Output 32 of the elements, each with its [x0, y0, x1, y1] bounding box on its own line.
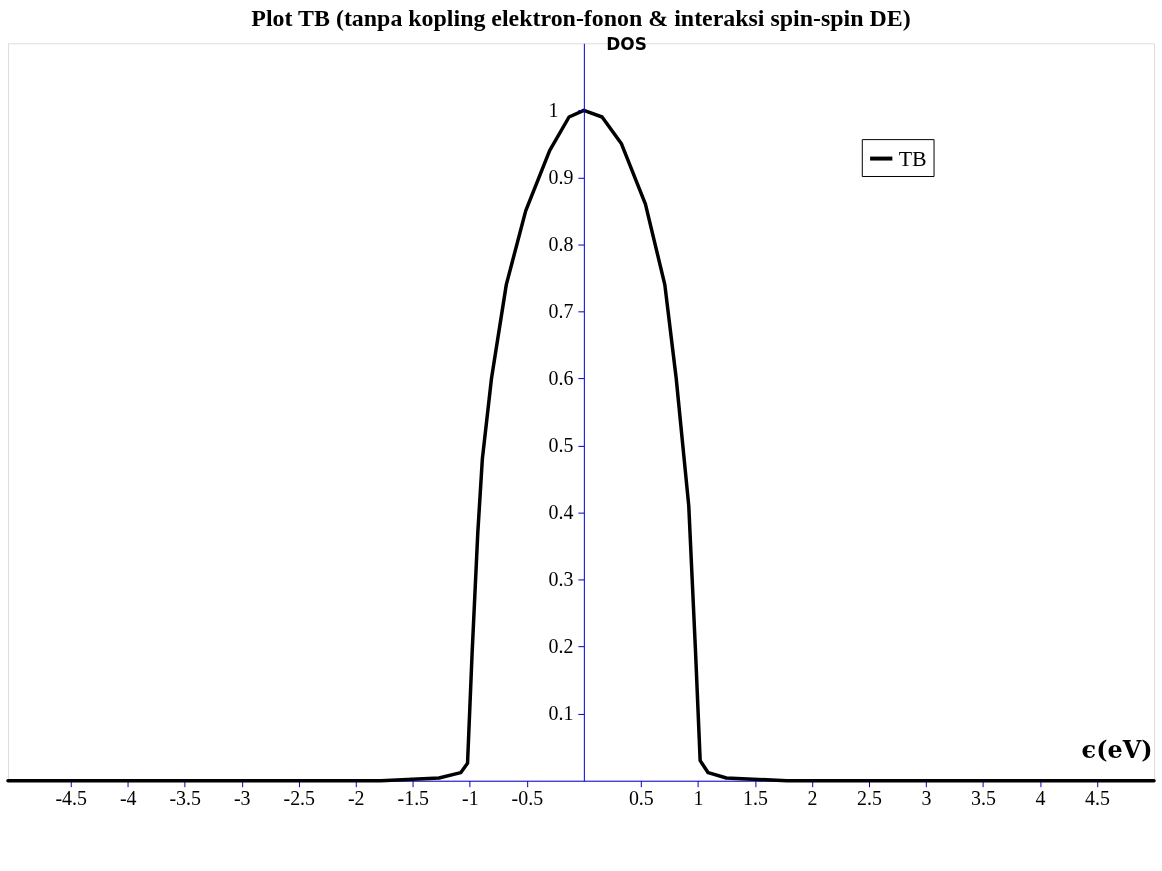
x-tick-label: 3: [921, 787, 932, 810]
y-tick-label: 0.2: [548, 635, 574, 658]
x-tick-label: 0.5: [628, 787, 654, 810]
y-tick-label: 0.5: [548, 433, 574, 456]
y-tick-label: 0.1: [548, 702, 574, 725]
x-tick-label: -3: [233, 787, 251, 810]
x-tick-label: -2: [347, 787, 365, 810]
x-tick-label: -3.5: [169, 787, 202, 810]
x-tick-label: 4.5: [1085, 787, 1110, 810]
x-tick-label: -1.5: [397, 787, 430, 810]
y-tick-label: 0.3: [548, 568, 574, 591]
x-axis-title: ϵ(eV): [1081, 736, 1153, 765]
chart-title: Plot TB (tanpa kopling elektron-fonon & interaksi spin-spin DE): [251, 5, 911, 32]
x-tick-label: 2.5: [856, 787, 882, 810]
x-tick-label: 1.5: [742, 787, 768, 810]
y-tick-label: 0.9: [548, 165, 574, 188]
x-tick-label: -4.5: [55, 787, 87, 810]
x-tick-label: 2: [807, 787, 818, 810]
y-tick-label: 0.8: [548, 232, 574, 255]
x-tick-label: -2.5: [283, 787, 316, 810]
legend-label: TB: [898, 145, 927, 171]
y-axis-title: DOS: [606, 33, 647, 54]
x-tick-label: -4: [119, 787, 137, 810]
y-tick-label: 0.4: [548, 501, 574, 524]
x-tick-label: -0.5: [511, 787, 544, 810]
x-tick-label: -1: [462, 787, 479, 810]
y-tick-label: 1: [548, 98, 559, 121]
x-tick-label: 1: [693, 787, 704, 810]
y-tick-label: 0.7: [548, 299, 574, 322]
y-tick-label: 0.6: [548, 366, 574, 389]
x-tick-label: 3.5: [971, 787, 996, 810]
x-tick-label: 4: [1035, 787, 1046, 810]
